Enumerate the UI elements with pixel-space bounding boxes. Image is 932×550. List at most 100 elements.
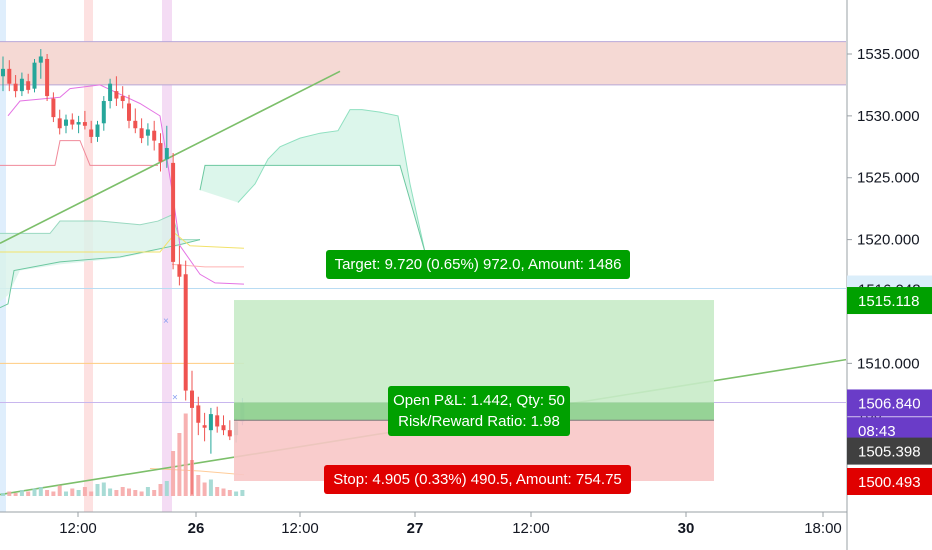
candle[interactable]: [95, 120, 100, 142]
candle[interactable]: [202, 412, 207, 442]
volume-bar: [183, 413, 188, 496]
price-tag-bg: [847, 468, 932, 495]
volume-bar: [215, 487, 220, 496]
candle[interactable]: [7, 60, 12, 92]
cloud-leading-span-b: [199, 164, 426, 253]
volume-bar: [196, 475, 201, 496]
candle[interactable]: [215, 406, 220, 433]
candle-body: [221, 425, 226, 431]
past-cloud-edge-a: [0, 214, 200, 241]
candle[interactable]: [145, 123, 150, 146]
stop-label[interactable]: Stop: 4.905 (0.33%) 490.5, Amount: 754.7…: [324, 465, 631, 494]
price-tag-label: 1506.840: [858, 395, 921, 412]
candle-body: [108, 83, 113, 102]
volume-bar: [13, 493, 18, 496]
pnl-label[interactable]: Open P&L: 1.442, Qty: 50 Risk/Reward Rati…: [388, 386, 570, 436]
volume-bar: [45, 490, 50, 496]
candle[interactable]: [70, 113, 75, 130]
volume-bar: [234, 491, 239, 496]
candle[interactable]: [158, 133, 163, 172]
cloud-leading-span-a: [237, 109, 426, 253]
candle[interactable]: [133, 108, 138, 134]
pink-line: [171, 263, 244, 268]
candle[interactable]: [82, 110, 87, 130]
candle[interactable]: [152, 120, 157, 151]
candle[interactable]: [64, 114, 68, 134]
candle-body: [1, 68, 5, 77]
price-tag-label: 08:43: [858, 423, 896, 440]
volume-bar: [89, 491, 94, 496]
candle[interactable]: [227, 420, 232, 441]
candle[interactable]: [76, 115, 81, 134]
candle[interactable]: [139, 118, 144, 144]
candle-body: [202, 425, 207, 428]
volume-bar: [82, 487, 87, 496]
candle[interactable]: [208, 407, 213, 454]
candle-body: [38, 56, 43, 63]
candle-body: [13, 83, 18, 92]
price-tag: 1515.118: [847, 287, 932, 315]
candle-body: [89, 129, 94, 137]
candle[interactable]: [196, 396, 201, 436]
candle-body: [26, 81, 31, 90]
volume-bar: [158, 484, 163, 496]
candle-body: [45, 58, 50, 97]
volume-bar: [145, 487, 150, 496]
candle[interactable]: [120, 86, 125, 109]
volume-bar: [221, 488, 226, 496]
candle[interactable]: [164, 125, 169, 168]
candle[interactable]: [13, 75, 18, 98]
yellow-line: [0, 232, 245, 253]
candle[interactable]: [108, 78, 113, 109]
stop-label-text: Stop: 4.905 (0.33%) 490.5, Amount: 754.7…: [333, 471, 622, 488]
candle[interactable]: [57, 109, 62, 135]
future-cloud: [200, 109, 425, 252]
candle-body: [114, 91, 119, 99]
candle-body: [183, 274, 188, 391]
upper-trendline: [0, 70, 341, 245]
volume-bar: [101, 482, 106, 496]
candle[interactable]: [1, 56, 5, 92]
stop-label-bg: [324, 465, 631, 494]
volume-bar: [120, 487, 125, 496]
price-tick-label: 1510.000: [857, 355, 920, 372]
volume-bar: [127, 488, 131, 496]
volume-bar: [114, 490, 119, 496]
price-tag-bg: [847, 389, 932, 417]
candle-body: [208, 414, 213, 431]
volume-bar: [7, 491, 12, 496]
candle[interactable]: [89, 120, 94, 144]
candle[interactable]: [26, 73, 31, 94]
candle[interactable]: [171, 152, 176, 270]
price-tag: 1506.840: [847, 389, 932, 417]
base-line: [0, 140, 158, 166]
target-label-bg: [326, 250, 630, 279]
candle-body: [82, 122, 87, 126]
candle[interactable]: [114, 76, 119, 106]
candle[interactable]: [101, 96, 106, 131]
candle[interactable]: [38, 49, 43, 79]
candle-body: [64, 119, 68, 126]
candle-body: [127, 103, 131, 121]
candle[interactable]: [19, 72, 24, 97]
volume-bar: [202, 482, 207, 496]
candle[interactable]: [127, 94, 131, 129]
candle[interactable]: [221, 415, 226, 436]
marker-x: ×: [172, 392, 178, 403]
candle-body: [158, 143, 163, 162]
candle[interactable]: [183, 260, 188, 401]
candle[interactable]: [32, 58, 37, 93]
candle-body: [164, 148, 169, 160]
target-label[interactable]: Target: 9.720 (0.65%) 972.0, Amount: 148…: [326, 250, 630, 279]
volume-bar: [171, 451, 176, 496]
volume-bar: [95, 484, 100, 496]
candle[interactable]: [190, 370, 194, 495]
candle[interactable]: [177, 245, 182, 286]
candle-body: [145, 129, 150, 136]
candle[interactable]: [51, 92, 56, 123]
candle[interactable]: [45, 54, 50, 102]
candle-body: [227, 430, 232, 437]
price-tick-label: 1535.000: [857, 46, 920, 63]
